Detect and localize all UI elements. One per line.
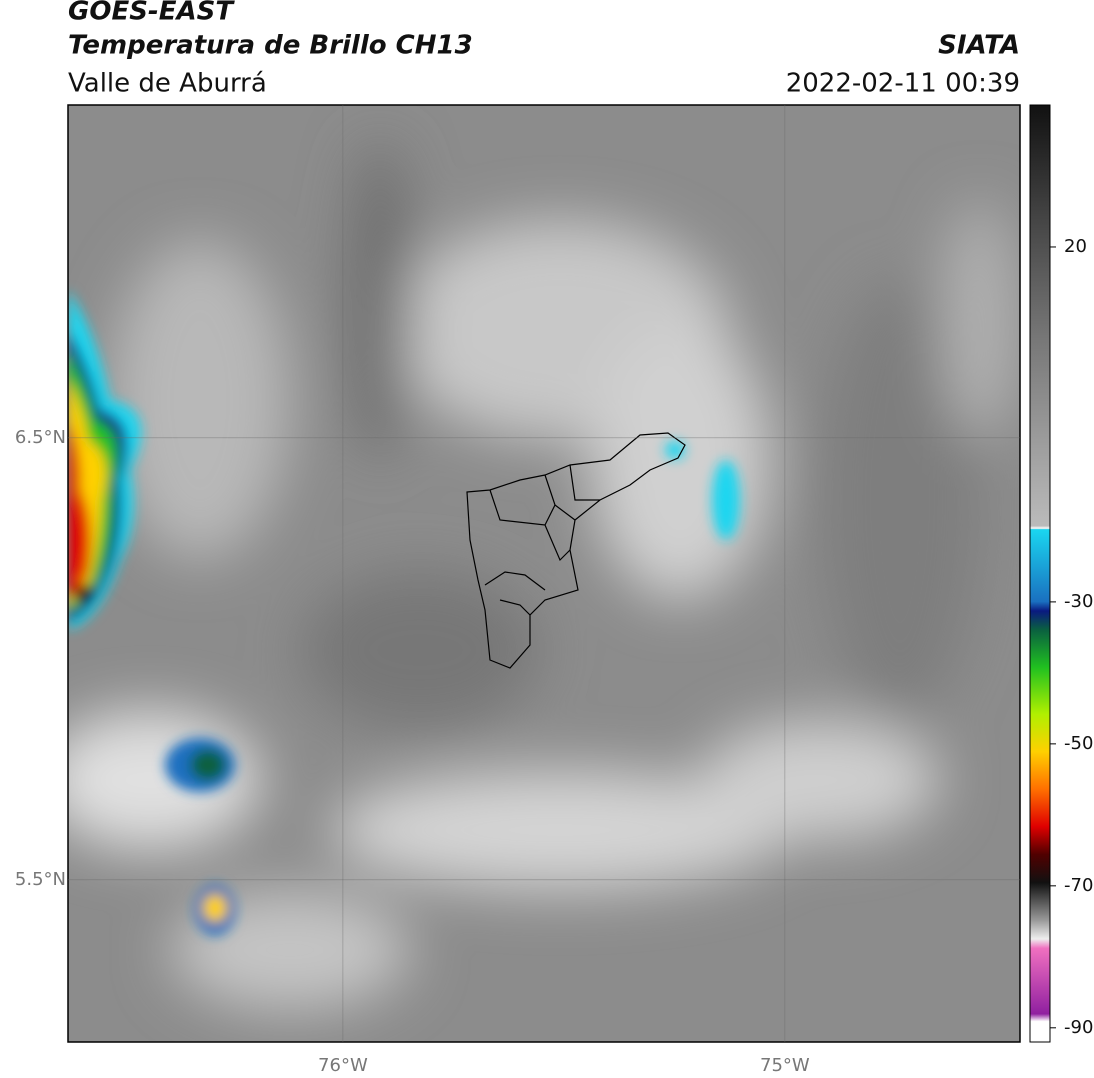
lon-tick-label: 75°W <box>760 1055 810 1076</box>
colorbar-tick-label: -70 <box>1064 875 1093 896</box>
lat-tick-label: 6.5°N <box>15 427 66 448</box>
region: Valle de Aburrá <box>68 69 267 99</box>
colorbar-tick-label: -50 <box>1064 733 1093 754</box>
colorbar-tick-label: -30 <box>1064 591 1093 612</box>
colorbar-tick-label: -90 <box>1064 1017 1093 1038</box>
title: GOES-EAST <box>68 0 235 27</box>
lat-tick-label: 5.5°N <box>15 869 66 890</box>
colorbar <box>1029 104 1051 1043</box>
subtitle: Temperatura de Brillo CH13 <box>68 31 473 61</box>
map-frame <box>67 104 1021 1043</box>
colorbar-tick-label: 20 <box>1064 236 1087 257</box>
satellite-image <box>68 105 1020 1042</box>
lon-tick-label: 76°W <box>318 1055 368 1076</box>
source: SIATA <box>938 31 1020 61</box>
datetime: 2022-02-11 00:39 <box>786 69 1020 99</box>
